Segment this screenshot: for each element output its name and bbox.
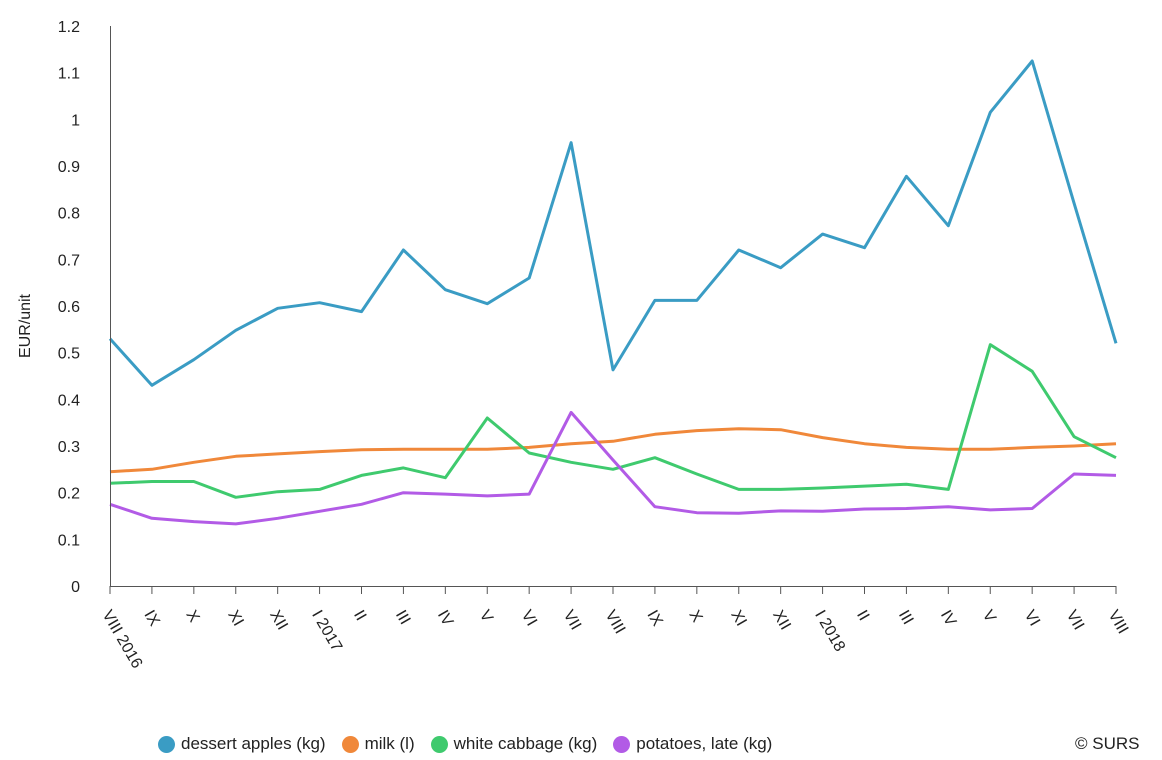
x-tick-label: XII	[769, 608, 794, 633]
x-tick-label: III	[895, 608, 916, 628]
x-tick-label: IV	[937, 608, 959, 630]
x-tick-label: VI	[1021, 608, 1043, 630]
legend-label: white cabbage (kg)	[453, 734, 598, 753]
series-lines	[108, 59, 1118, 526]
line-chart: 00.10.20.30.40.50.60.70.80.911.11.2 VIII…	[17, 19, 1132, 672]
series-line-2	[109, 343, 1117, 499]
y-tick-label: 0.3	[58, 439, 80, 456]
y-tick-label: 1.1	[58, 66, 80, 83]
y-tick-label: 1.2	[58, 19, 80, 36]
x-tick-label: III	[392, 608, 413, 628]
x-tick-label: II	[853, 608, 872, 624]
legend-label: dessert apples (kg)	[181, 734, 326, 753]
y-tick-label: 0.6	[58, 299, 80, 316]
x-tick-label: VIII	[1105, 608, 1132, 637]
source-credit: © SURS	[1075, 734, 1140, 753]
legend-item[interactable]: potatoes, late (kg)	[613, 734, 772, 754]
legend-dot-icon	[613, 735, 631, 753]
series-line-0	[108, 59, 1118, 387]
y-tick-label: 0.2	[58, 486, 80, 503]
legend-label: potatoes, late (kg)	[636, 734, 773, 753]
y-tick-label: 1	[71, 112, 80, 129]
x-tick-label: V	[979, 608, 999, 626]
x-tick-label: V	[476, 608, 496, 626]
y-tick-label: 0.7	[58, 252, 80, 269]
x-tick-label: I 2017	[308, 608, 345, 655]
y-tick-label: 0.1	[58, 532, 80, 549]
x-tick-label: XI	[727, 608, 749, 630]
legend: dessert apples (kg) milk (l) white cabbage…	[158, 734, 788, 754]
x-tick-label: VIII 2016	[99, 608, 146, 672]
y-tick-label: 0.4	[58, 392, 80, 409]
legend-label: milk (l)	[364, 734, 415, 753]
legend-dot-icon	[158, 735, 175, 753]
series-line-1	[109, 427, 1117, 474]
legend-dot-icon	[341, 735, 359, 753]
x-tick-label: IV	[434, 608, 456, 630]
y-axis-ticks: 0 0.1 0.2 0.3 0.4 0.5 0.6 0.7 0.8 0.9 1 1.1 1.2	[58, 19, 80, 596]
y-tick-label: 0.8	[58, 206, 80, 223]
x-tick-label: IX	[140, 608, 162, 630]
x-tick-label: VII	[1063, 608, 1088, 633]
x-tick-label: VIII	[602, 608, 629, 637]
y-tick-label: 0.5	[58, 346, 80, 363]
x-tick-label: X	[182, 608, 202, 626]
x-tick-label: II	[350, 608, 369, 624]
series-line-3	[109, 410, 1117, 526]
legend-item[interactable]: milk (l)	[341, 734, 415, 754]
y-tick-label: 0.9	[58, 159, 80, 176]
x-tick-label: IX	[643, 608, 665, 630]
legend-dot-icon	[430, 735, 448, 753]
y-tick-label: 0	[71, 579, 80, 596]
legend-item[interactable]: white cabbage (kg)	[430, 734, 598, 754]
x-tick-label: XII	[266, 608, 291, 633]
y-axis-label: EUR/unit	[17, 293, 34, 358]
x-tick-label: XI	[224, 608, 246, 630]
x-tick-label: VII	[560, 608, 585, 633]
x-tick-label: X	[685, 608, 705, 626]
legend-item[interactable]: dessert apples (kg)	[158, 734, 326, 754]
x-tick-label: I 2018	[811, 608, 848, 655]
x-tick-label: VI	[518, 608, 540, 630]
